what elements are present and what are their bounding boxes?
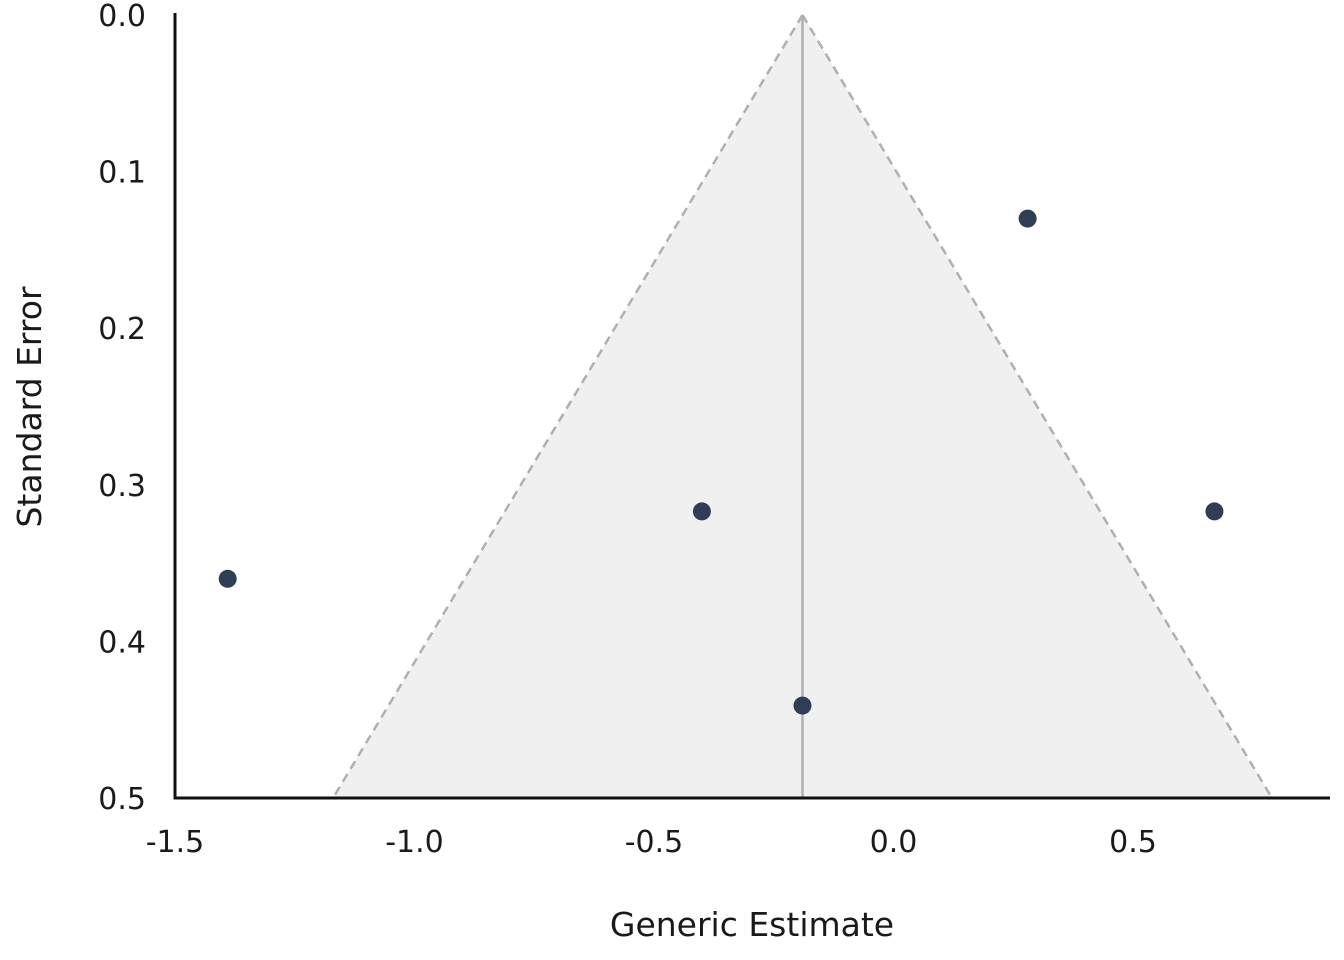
funnel-left-boundary (331, 14, 804, 799)
y-tick-label: 0.2 (98, 312, 146, 347)
y-tick-label: 0.4 (98, 625, 146, 660)
y-tick-label: 0.5 (98, 782, 146, 817)
funnel-right-boundary (801, 14, 1273, 799)
data-point-2 (692, 502, 711, 521)
x-tick-labels: -1.5 -1.0 -0.5 0.0 0.5 (146, 825, 1157, 860)
data-point-5 (793, 696, 812, 715)
y-tick-label: 0.1 (98, 156, 146, 191)
x-tick-label: -1.5 (146, 825, 205, 860)
x-tick-label: 0.5 (1109, 825, 1157, 860)
y-axis-title: Standard Error (10, 286, 49, 527)
y-tick-labels: 0.0 0.1 0.2 0.3 0.4 0.5 (98, 0, 146, 817)
x-tick-label: 0.0 (870, 825, 918, 860)
y-tick-label: 0.3 (98, 469, 146, 504)
data-point-1 (218, 569, 237, 588)
x-tick-label: -1.0 (385, 825, 444, 860)
data-point-3 (1018, 209, 1037, 228)
data-points (218, 209, 1224, 715)
y-tick-label: 0.0 (98, 0, 146, 34)
x-axis-title: Generic Estimate (610, 905, 894, 944)
data-point-4 (1205, 502, 1224, 521)
x-tick-label: -0.5 (625, 825, 684, 860)
